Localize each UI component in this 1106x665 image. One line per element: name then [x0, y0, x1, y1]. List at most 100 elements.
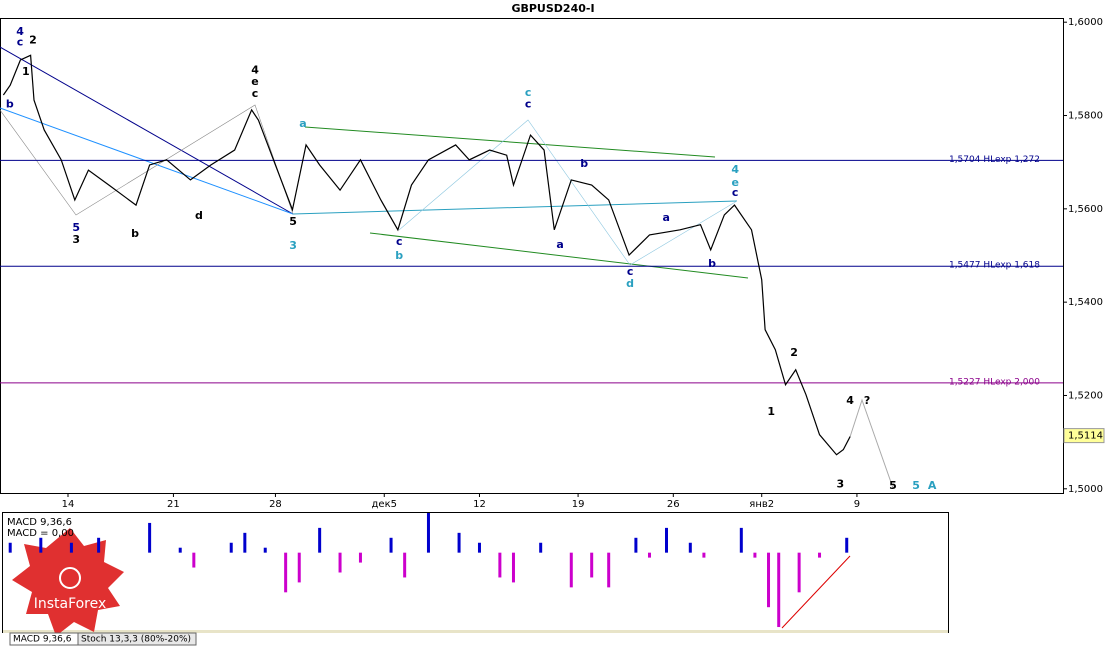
- level-label: 1,5704 HLexp 1,272: [949, 155, 1040, 165]
- macd-bar: [8, 542, 12, 553]
- plot-frame: [0, 18, 1064, 494]
- x-tick-label: 19: [572, 499, 585, 510]
- wave-label: 5: [72, 221, 80, 234]
- tab-label[interactable]: MACD 9,36,6: [13, 635, 72, 645]
- wave-label: 4: [251, 63, 259, 76]
- wave-label: c: [525, 97, 532, 110]
- wave-label: e: [251, 75, 258, 88]
- wave-label: b: [580, 157, 588, 170]
- macd-bar: [69, 542, 73, 553]
- wave-label: c: [525, 86, 532, 99]
- macd-bar: [753, 552, 757, 558]
- x-tick-label: 14: [62, 499, 75, 510]
- macd-bar: [569, 552, 573, 588]
- tabs: MACD 9,36,6 Stoch 13,3,3 (80%-20%): [9, 632, 197, 646]
- macd-bar: [403, 552, 407, 578]
- wave-label: 2: [29, 33, 37, 46]
- macd-bar: [229, 542, 233, 553]
- wave-label: 3: [289, 239, 297, 252]
- wave-label: c: [732, 186, 739, 199]
- macd-bar: [243, 532, 247, 553]
- macd-bar: [358, 552, 362, 563]
- wave-label: 5: [889, 479, 897, 492]
- wave-label: c: [627, 265, 634, 278]
- macd-bar: [702, 552, 706, 558]
- macd-value-label: MACD = 0,00: [7, 528, 74, 539]
- wave-label: c: [396, 235, 403, 248]
- wave-label: 1: [22, 65, 30, 78]
- y-tick-label: 1,5800: [1068, 111, 1103, 122]
- level-label: 1,5227 HLexp 2,000: [949, 377, 1040, 387]
- wave-label: e: [731, 176, 738, 189]
- macd-bar: [338, 552, 342, 573]
- logo-text: InstaForex: [34, 596, 107, 612]
- x-tick-label: 21: [167, 499, 180, 510]
- macd-bar: [845, 537, 849, 553]
- x-tick-label: янв2: [749, 499, 774, 510]
- wave-label: a: [556, 238, 563, 251]
- x-tick-label: дек5: [372, 499, 397, 510]
- macd-bar: [634, 537, 638, 553]
- y-tick-label: 1,5400: [1068, 297, 1103, 308]
- wave-label: 4: [16, 25, 24, 38]
- macd-bar: [607, 552, 611, 588]
- macd-bar: [426, 513, 430, 553]
- macd-bar: [665, 527, 669, 553]
- macd-bar: [539, 542, 543, 553]
- wave-label: b: [6, 97, 14, 110]
- current-price-label: 1,5114: [1068, 431, 1103, 442]
- wave-label: 1: [767, 405, 775, 418]
- wave-label: ?: [864, 394, 870, 407]
- macd-bar: [797, 552, 801, 593]
- macd-bar: [297, 552, 301, 583]
- wave-label: 3: [72, 233, 80, 246]
- wave-label: 2: [790, 346, 798, 359]
- stoch-strip: [3, 630, 948, 633]
- wave-label: c: [252, 87, 259, 100]
- macd-bar: [511, 552, 515, 583]
- macd-bar: [688, 542, 692, 553]
- macd-bar: [97, 537, 101, 553]
- level-label: 1,5477 HLexp 1,618: [949, 261, 1040, 271]
- wave-label: 4: [846, 394, 854, 407]
- wave-label: d: [195, 209, 203, 222]
- macd-bar: [192, 552, 196, 568]
- macd-bar: [739, 527, 743, 553]
- macd-label: MACD 9,36,6: [7, 517, 72, 528]
- wave-label: a: [299, 117, 306, 130]
- macd-divergence-line: [781, 555, 851, 629]
- macd-bar: [647, 552, 651, 558]
- wave-label: b: [395, 249, 403, 262]
- wave-label: 5: [289, 215, 297, 228]
- wave-label: 4: [731, 163, 739, 176]
- wave-label: 3: [836, 478, 844, 491]
- y-tick-label: 1,5000: [1068, 484, 1103, 495]
- wave-label: d: [626, 277, 634, 290]
- wave-label: 5: [912, 479, 920, 492]
- macd-bar: [498, 552, 502, 578]
- macd-bar: [777, 552, 781, 628]
- wave-label: c: [17, 35, 24, 48]
- logo: InstaForex: [12, 528, 124, 636]
- y-tick-label: 1,6000: [1068, 17, 1103, 28]
- macd-bar: [284, 552, 288, 593]
- y-tick-label: 1,5200: [1068, 390, 1103, 401]
- chart-title: GBPUSD240-I: [511, 2, 594, 15]
- macd-bar: [148, 522, 152, 553]
- x-tick-label: 26: [667, 499, 680, 510]
- macd-bar: [477, 542, 481, 553]
- price-line: [2, 54, 851, 456]
- x-tick-label: 12: [473, 499, 486, 510]
- macd-bar: [389, 537, 393, 553]
- macd-bar: [590, 552, 594, 578]
- y-tick-label: 1,5600: [1068, 204, 1103, 215]
- current-price-box: [1063, 428, 1105, 444]
- macd-bar: [818, 552, 822, 558]
- tab[interactable]: [77, 632, 197, 646]
- tab-label[interactable]: Stoch 13,3,3 (80%-20%): [81, 635, 191, 645]
- macd-bar: [263, 547, 267, 553]
- x-tick-label: 9: [854, 499, 860, 510]
- wave-label: A: [928, 479, 937, 492]
